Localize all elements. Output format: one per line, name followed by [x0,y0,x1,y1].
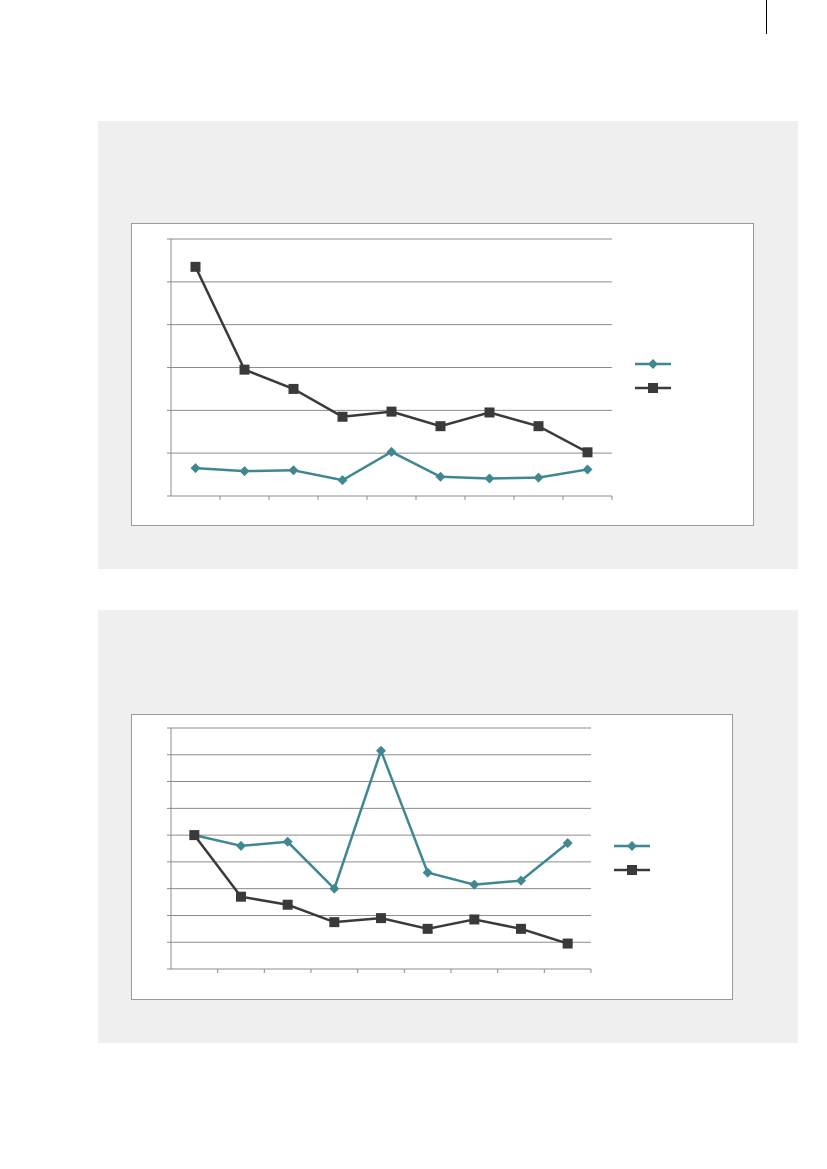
series-2-point [422,923,433,934]
series-2-point [329,917,340,928]
series-2-point [582,447,593,458]
series-1-point [190,463,201,474]
series-2-point [239,364,250,375]
series-2-line [194,266,589,454]
chart-panel-2 [98,610,798,1043]
legend-marker-2 [648,383,658,393]
series-2-line [193,834,569,945]
series-1-point [435,471,446,482]
series-1-point [288,465,299,476]
series-1-point [386,446,397,457]
series-2-point [189,830,200,841]
series-2-point [386,406,397,417]
series-1-point [562,838,573,849]
series-1-point [236,840,246,851]
series-1-line [194,749,569,890]
series-2-point [469,914,480,925]
series-2-point [288,383,299,394]
series-2-point [376,913,386,924]
series-1-point [582,464,593,475]
page-corner-rule [766,0,767,34]
chart-area-1 [131,223,754,526]
series-2-point [435,421,446,432]
series-1-point [516,875,526,886]
line-chart-2 [167,727,650,973]
line-chart-1 [167,238,671,500]
series-2-point [516,923,526,934]
chart-panel-1 [98,121,798,569]
legend-marker-1 [648,359,658,369]
series-1-point [422,867,433,878]
series-2-point [533,421,544,432]
series-1-point [282,836,293,847]
series-2-point [236,891,246,902]
series-1-point [239,466,250,477]
legend-marker-2 [627,865,637,875]
legend-marker-1 [627,841,637,851]
series-2-point [562,938,573,949]
series-1-point [484,473,495,484]
series-2-point [484,407,495,418]
series-2-point [282,899,293,910]
series-1-point [337,475,348,486]
series-1-point [376,745,386,756]
series-2-point [337,411,348,422]
series-1-point [533,472,544,483]
chart-area-2 [131,714,733,1000]
series-1-point [329,883,340,894]
series-2-point [190,261,201,272]
series-1-point [469,879,480,890]
